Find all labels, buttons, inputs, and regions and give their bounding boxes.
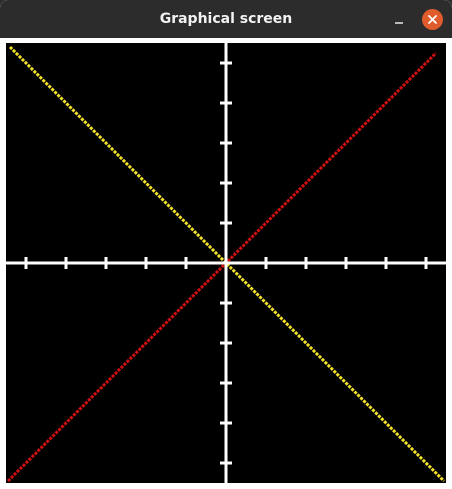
window-title: Graphical screen xyxy=(159,11,293,27)
minimize-icon xyxy=(395,22,403,24)
close-icon xyxy=(428,15,437,24)
graphical-canvas[interactable] xyxy=(6,43,446,483)
close-button[interactable] xyxy=(422,9,443,30)
series-line-1 xyxy=(6,51,438,483)
minimize-button[interactable] xyxy=(388,9,410,31)
title-bar[interactable]: Graphical screen xyxy=(0,0,452,38)
plot-area xyxy=(6,43,446,483)
